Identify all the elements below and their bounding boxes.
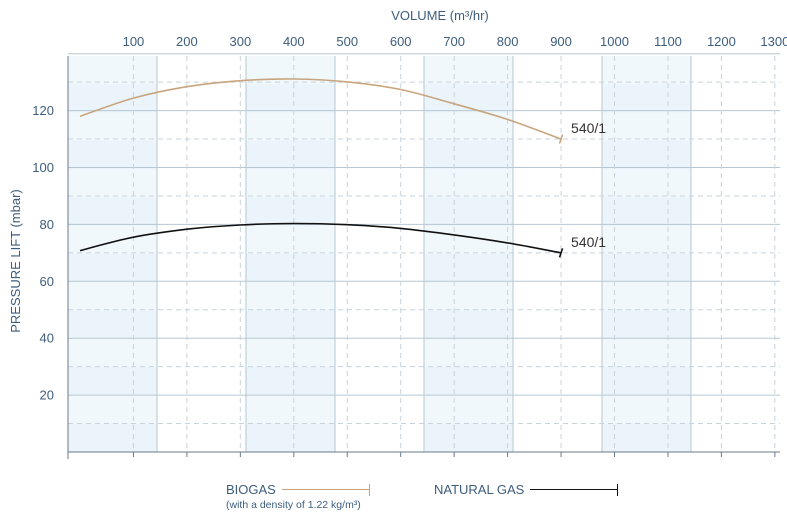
series-lines: 540/1 540/1	[79, 78, 606, 258]
background-band	[424, 56, 513, 452]
legend: BIOGAS (with a density of 1.22 kg/m³) NA…	[0, 478, 787, 513]
x-tick-label: 1200	[707, 34, 736, 49]
x-tick-label: 1300	[760, 34, 787, 49]
y-tick-label: 20	[40, 388, 54, 403]
x-tick-label: 500	[336, 34, 358, 49]
y-tick-label: 40	[40, 331, 54, 346]
x-axis-title: VOLUME (m³/hr)	[391, 8, 489, 23]
x-tick-label: 200	[176, 34, 198, 49]
x-tick-label: 400	[283, 34, 305, 49]
series-line-natural-gas	[79, 222, 562, 254]
legend-label-biogas: BIOGAS	[226, 482, 276, 497]
series-end-label: 540/1	[571, 234, 606, 250]
y-axis-title: PRESSURE LIFT (mbar)	[8, 189, 23, 333]
x-tick-label: 1100	[654, 34, 682, 49]
legend-item-natural-gas: NATURAL GAS	[434, 482, 619, 497]
y-tick-label: 80	[40, 217, 54, 232]
legend-item-biogas: BIOGAS	[226, 482, 370, 497]
x-tick-label: 900	[550, 34, 572, 49]
y-tick-label: 60	[40, 274, 54, 289]
legend-note: (with a density of 1.22 kg/m³)	[226, 499, 361, 511]
series-end-cap	[558, 248, 564, 258]
x-tick-label: 800	[497, 34, 519, 49]
pressure-volume-chart: 100 200 300 400 500 600 700 800 900 1000 1100 1200 1…	[8, 8, 787, 459]
x-tick-labels: 100 200 300 400 500 600 700 800 900 1000 1100 1200 1…	[123, 34, 787, 49]
x-tick-label: 300	[229, 34, 251, 49]
grid-lines	[68, 53, 780, 452]
x-tick-label: 700	[443, 34, 465, 49]
series-end-label: 540/1	[571, 120, 606, 136]
series-line-biogas	[79, 78, 562, 140]
x-tick-label: 1000	[600, 34, 629, 49]
legend-swatch-natural-gas	[530, 483, 619, 496]
y-tick-label: 100	[32, 160, 54, 175]
y-tick-labels: 20 40 60 80 100 120	[32, 103, 54, 403]
x-tick-label: 100	[123, 34, 145, 49]
series-end-cap	[558, 134, 564, 144]
background-band	[68, 56, 157, 452]
y-tick-label: 120	[32, 103, 54, 118]
legend-label-natural-gas: NATURAL GAS	[434, 482, 525, 497]
background-band	[246, 56, 335, 452]
x-tick-label: 600	[390, 34, 412, 49]
legend-swatch-biogas	[281, 483, 370, 496]
background-band	[602, 56, 691, 452]
axes	[67, 56, 780, 459]
